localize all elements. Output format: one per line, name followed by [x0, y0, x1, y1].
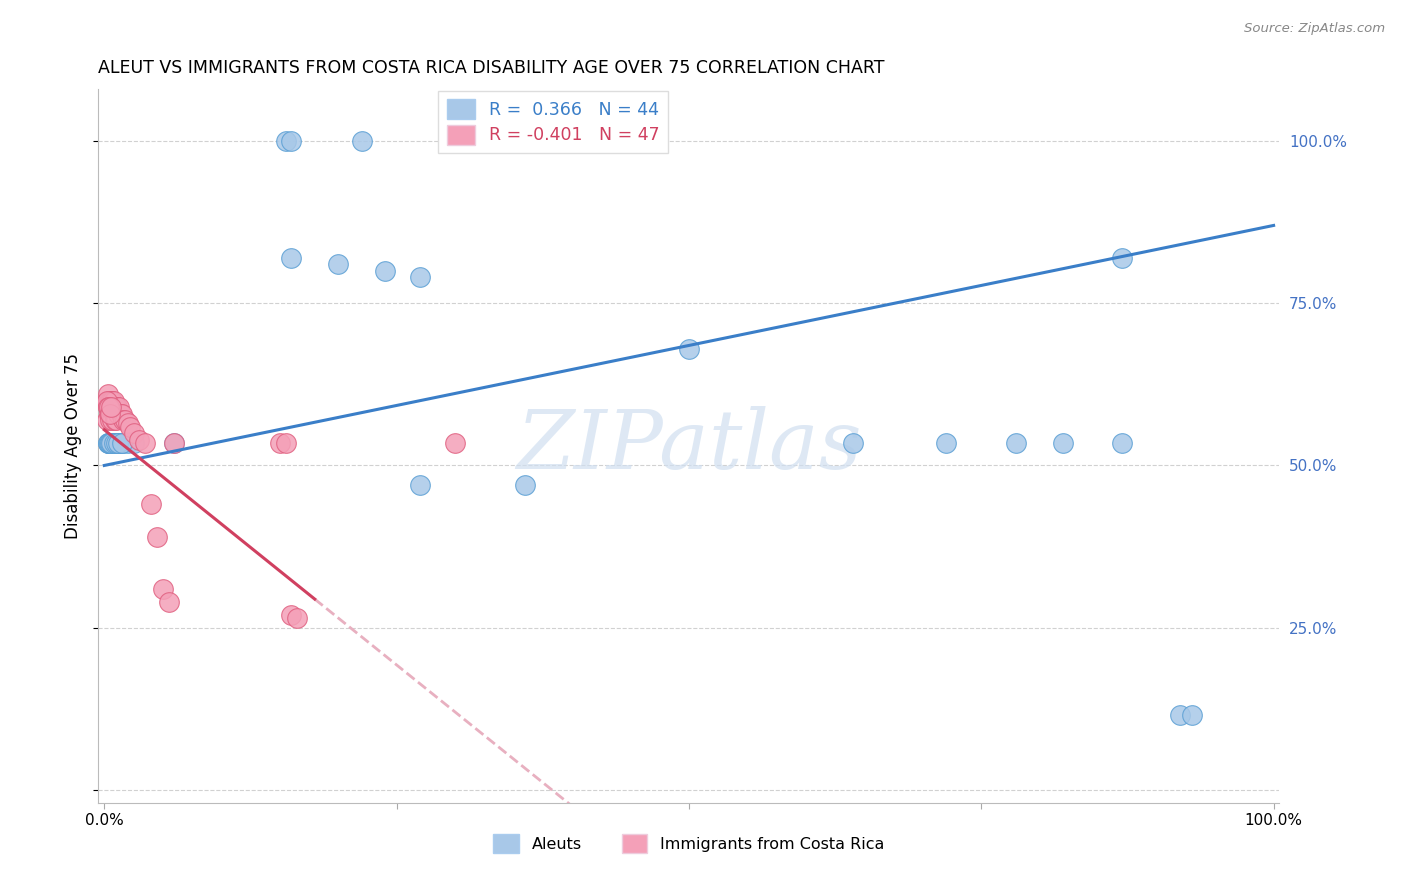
Point: [111, 413, 134, 427]
Point: [134, 435, 156, 450]
Point: [163, 435, 186, 450]
Point: [96, 393, 118, 408]
Point: [409, 270, 432, 285]
Point: [97, 435, 120, 450]
Point: [98, 435, 121, 450]
Point: [97, 400, 120, 414]
Point: [104, 435, 127, 450]
Point: [118, 419, 141, 434]
Point: [98, 407, 121, 421]
Point: [98, 435, 121, 450]
Point: [163, 435, 186, 450]
Point: [104, 413, 127, 427]
Point: [98, 413, 121, 427]
Text: ALEUT VS IMMIGRANTS FROM COSTA RICA DISABILITY AGE OVER 75 CORRELATION CHART: ALEUT VS IMMIGRANTS FROM COSTA RICA DISA…: [98, 59, 884, 77]
Point: [285, 611, 308, 625]
Point: [103, 435, 125, 450]
Point: [122, 435, 145, 450]
Point: [157, 595, 180, 609]
Point: [96, 413, 118, 427]
Point: [98, 407, 121, 421]
Point: [97, 435, 120, 450]
Point: [105, 435, 128, 450]
Point: [103, 393, 125, 408]
Point: [274, 435, 297, 450]
Point: [104, 435, 127, 450]
Point: [100, 400, 122, 414]
Point: [269, 435, 291, 450]
Point: [110, 407, 132, 421]
Point: [108, 400, 131, 414]
Point: [98, 435, 121, 450]
Point: [100, 407, 122, 421]
Point: [280, 607, 302, 622]
Point: [105, 400, 128, 414]
Point: [100, 435, 122, 450]
Y-axis label: Disability Age Over 75: Disability Age Over 75: [65, 353, 83, 539]
Point: [1005, 435, 1028, 450]
Point: [110, 435, 132, 450]
Point: [1052, 435, 1074, 450]
Point: [97, 407, 120, 421]
Point: [97, 400, 120, 414]
Point: [1168, 708, 1191, 723]
Point: [107, 407, 129, 421]
Text: Source: ZipAtlas.com: Source: ZipAtlas.com: [1244, 22, 1385, 36]
Point: [104, 400, 127, 414]
Point: [103, 407, 125, 421]
Point: [1181, 708, 1204, 723]
Point: [100, 435, 122, 450]
Point: [515, 478, 537, 492]
Point: [274, 134, 297, 148]
Point: [114, 413, 136, 427]
Point: [139, 497, 162, 511]
Point: [100, 393, 122, 408]
Legend: Aleuts, Immigrants from Costa Rica: Aleuts, Immigrants from Costa Rica: [486, 828, 891, 859]
Point: [97, 435, 120, 450]
Point: [107, 435, 129, 450]
Point: [280, 251, 302, 265]
Point: [409, 478, 432, 492]
Point: [374, 264, 396, 278]
Point: [111, 435, 134, 450]
Point: [326, 257, 349, 271]
Point: [97, 400, 120, 414]
Point: [146, 530, 169, 544]
Point: [107, 435, 129, 450]
Point: [97, 435, 120, 450]
Point: [101, 435, 124, 450]
Point: [97, 393, 120, 408]
Point: [101, 393, 124, 408]
Point: [1111, 251, 1133, 265]
Text: ZIPatlas: ZIPatlas: [516, 406, 862, 486]
Point: [122, 425, 145, 440]
Point: [98, 393, 121, 408]
Point: [103, 400, 125, 414]
Point: [97, 387, 120, 401]
Point: [111, 435, 134, 450]
Point: [152, 582, 174, 596]
Point: [101, 413, 124, 427]
Point: [280, 134, 302, 148]
Point: [128, 433, 150, 447]
Point: [104, 435, 127, 450]
Point: [97, 435, 120, 450]
Point: [444, 435, 467, 450]
Point: [117, 435, 139, 450]
Point: [103, 435, 125, 450]
Point: [678, 342, 700, 356]
Point: [111, 407, 134, 421]
Point: [96, 393, 118, 408]
Point: [841, 435, 863, 450]
Point: [1111, 435, 1133, 450]
Point: [104, 413, 127, 427]
Point: [98, 435, 121, 450]
Point: [117, 417, 139, 431]
Point: [350, 134, 373, 148]
Point: [935, 435, 957, 450]
Point: [104, 400, 127, 414]
